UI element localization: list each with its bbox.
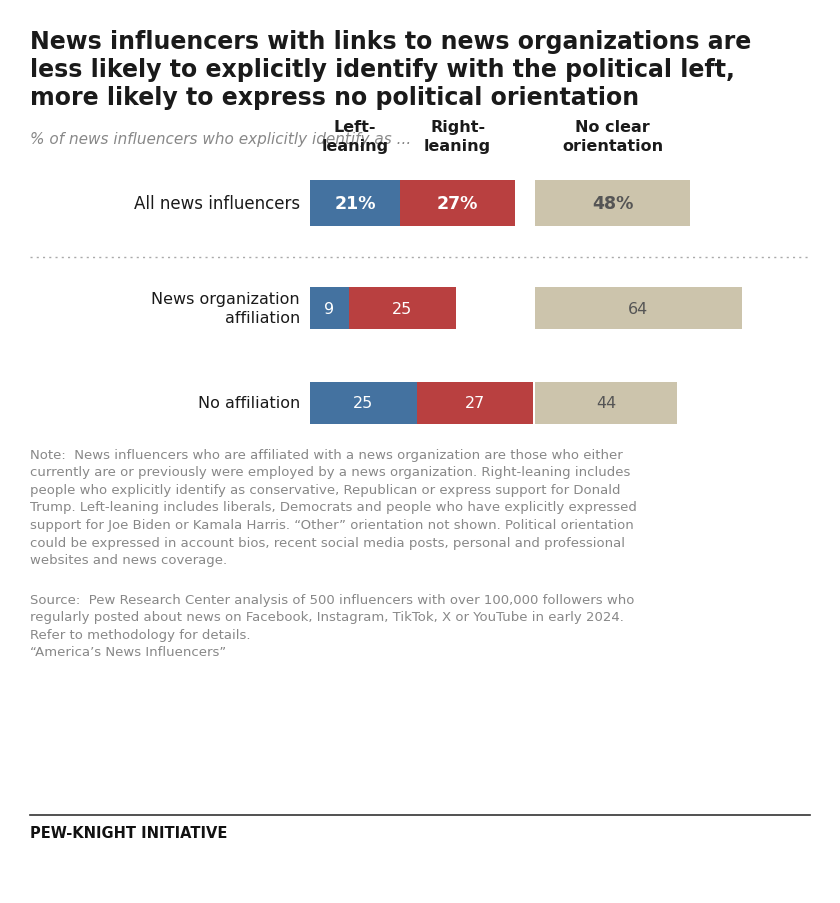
Text: 44: 44: [596, 396, 617, 411]
Bar: [535, 288, 742, 330]
Text: 27: 27: [465, 396, 485, 411]
Bar: [400, 181, 516, 227]
Bar: [535, 181, 690, 227]
Text: No affiliation: No affiliation: [197, 396, 300, 411]
Text: 64: 64: [628, 302, 648, 316]
Bar: [310, 181, 400, 227]
Bar: [310, 383, 417, 424]
Text: News organization
affiliation: News organization affiliation: [151, 292, 300, 325]
Text: 21%: 21%: [334, 195, 375, 213]
Text: PEW-KNIGHT INITIATIVE: PEW-KNIGHT INITIATIVE: [30, 825, 228, 840]
Text: No clear
orientation: No clear orientation: [562, 120, 663, 154]
Text: 25: 25: [392, 302, 412, 316]
Text: Right-
leaning: Right- leaning: [424, 120, 491, 154]
Text: 9: 9: [324, 302, 334, 316]
Bar: [310, 288, 349, 330]
Text: 27%: 27%: [437, 195, 478, 213]
Text: Left-
leaning: Left- leaning: [322, 120, 389, 154]
Text: Note:  News influencers who are affiliated with a news organization are those wh: Note: News influencers who are affiliate…: [30, 449, 637, 566]
Bar: [417, 383, 533, 424]
Bar: [535, 383, 677, 424]
Bar: [349, 288, 455, 330]
Text: News influencers with links to news organizations are
less likely to explicitly : News influencers with links to news orga…: [30, 30, 751, 110]
Text: Source:  Pew Research Center analysis of 500 influencers with over 100,000 follo: Source: Pew Research Center analysis of …: [30, 593, 634, 659]
Text: 25: 25: [354, 396, 374, 411]
Text: % of news influencers who explicitly identify as ...: % of news influencers who explicitly ide…: [30, 132, 412, 147]
Text: All news influencers: All news influencers: [134, 195, 300, 213]
Text: 48%: 48%: [592, 195, 633, 213]
